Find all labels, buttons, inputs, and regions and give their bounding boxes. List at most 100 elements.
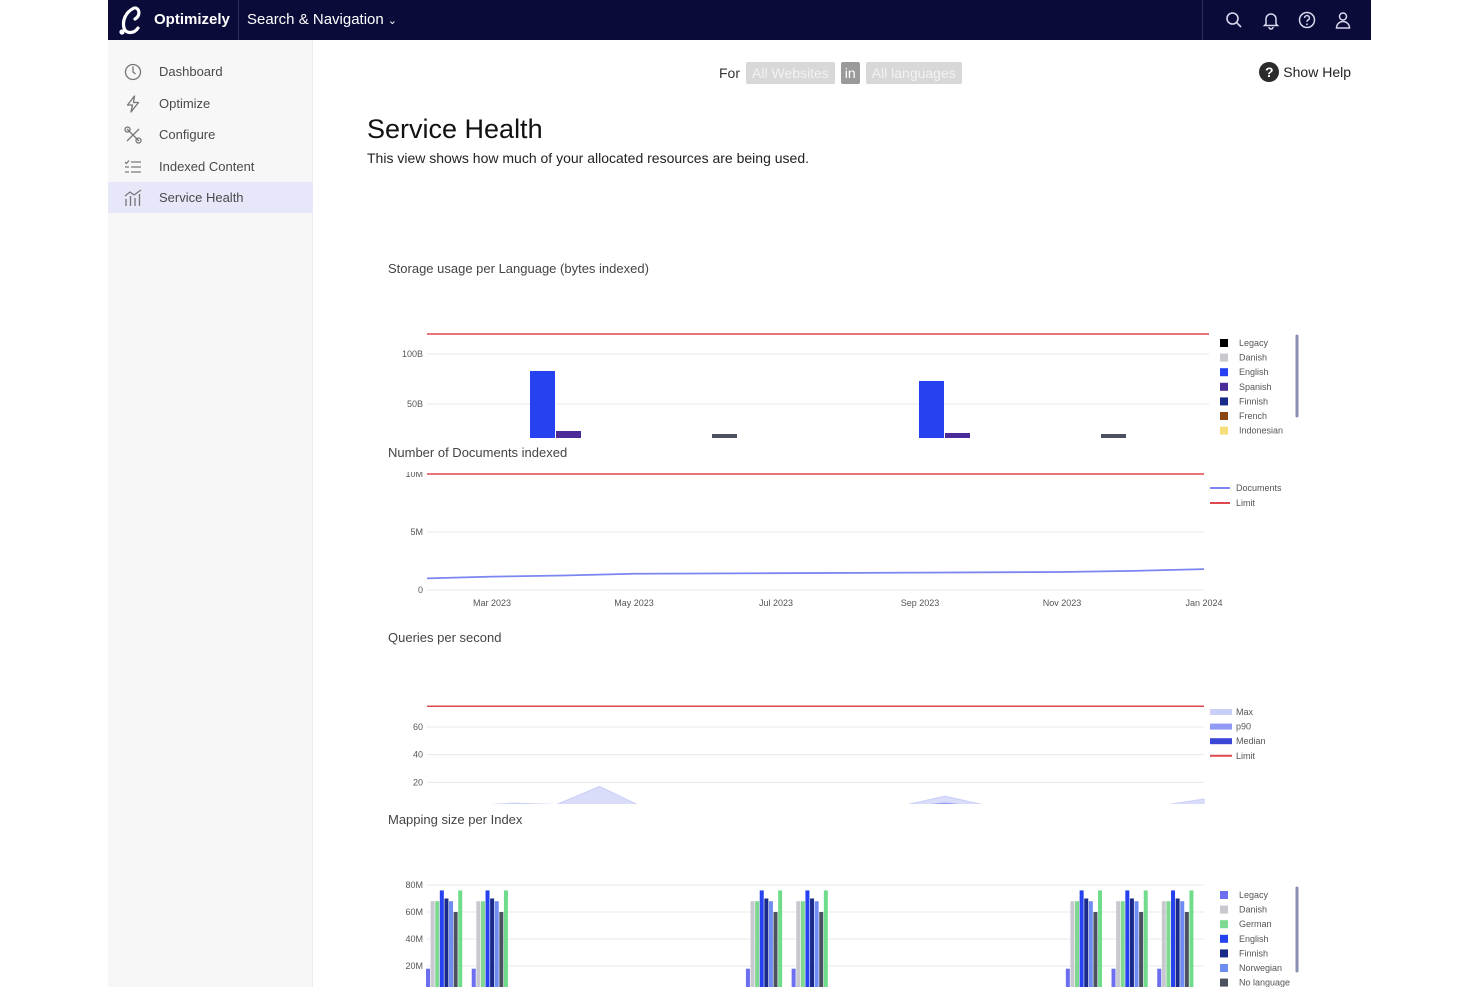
product-switcher[interactable]: Search & Navigation ⌄: [247, 11, 397, 28]
bar: [1098, 890, 1103, 987]
sidebar-item-dashboard[interactable]: Dashboard: [108, 56, 313, 87]
bar: [1079, 890, 1084, 987]
sidebar-item-indexed-content[interactable]: Indexed Content: [108, 151, 313, 182]
sidebar-item-label: Configure: [159, 127, 216, 142]
legend-label: Indonesian: [1239, 426, 1283, 436]
in-label: in: [840, 62, 860, 84]
legend-swatch: [1220, 934, 1228, 943]
bar: [823, 890, 828, 987]
bar: [1101, 434, 1126, 438]
sidebar-item-label: Optimize: [159, 96, 211, 111]
brand-name: Optimizely: [154, 11, 230, 28]
bar: [444, 898, 449, 987]
y-tick-label: 80M: [405, 880, 423, 890]
y-tick-label: 20: [413, 777, 423, 787]
app-window: Optimizely Search & Navigation ⌄: [108, 0, 1371, 987]
bar: [1116, 901, 1121, 987]
bar: [1111, 968, 1116, 987]
bell-icon[interactable]: [1261, 10, 1281, 30]
legend-label: English: [1239, 934, 1269, 944]
bar: [1125, 890, 1130, 987]
bar: [458, 890, 463, 987]
legend-swatch: [1220, 353, 1228, 362]
sidebar-item-optimize[interactable]: Optimize: [108, 88, 313, 119]
product-label: Search & Navigation: [247, 11, 384, 28]
legend-label: French: [1239, 411, 1267, 421]
bar: [476, 901, 481, 987]
bar: [791, 968, 796, 987]
x-tick-label: Mar 2023: [473, 598, 511, 608]
bar: [426, 968, 431, 987]
bar: [764, 898, 769, 987]
x-tick-label: Sep 2023: [901, 598, 940, 608]
x-tick-label: Jan 2024: [1185, 598, 1222, 608]
legend-label: German: [1239, 919, 1272, 929]
chart-title: Storage usage per Language (bytes indexe…: [388, 261, 649, 276]
for-label: For: [719, 65, 740, 81]
y-tick-label: 40: [413, 750, 423, 760]
bar: [471, 968, 476, 987]
y-tick-label: 100B: [402, 349, 423, 359]
legend-label: Median: [1236, 736, 1266, 746]
series-area: [599, 802, 1205, 804]
dashboard-icon: [124, 63, 142, 80]
search-icon[interactable]: [1224, 10, 1244, 30]
topbar-divider: [1202, 0, 1203, 40]
bar: [800, 901, 805, 987]
sidebar-item-configure[interactable]: Configure: [108, 119, 313, 150]
bar: [759, 890, 764, 987]
legend-swatch: [1220, 382, 1228, 391]
legend-swatch: [1210, 709, 1232, 715]
bar: [805, 890, 810, 987]
bar: [810, 898, 815, 987]
show-help-label: Show Help: [1283, 64, 1351, 80]
bar: [1084, 898, 1089, 987]
bar: [480, 901, 485, 987]
legend-label: Danish: [1239, 353, 1267, 363]
legend-label: Norwegian: [1239, 963, 1282, 973]
y-tick-label: 60: [413, 722, 423, 732]
bar: [556, 431, 581, 438]
y-tick-label: 40M: [405, 934, 423, 944]
bar: [435, 901, 440, 987]
legend-label: Documents: [1236, 483, 1282, 493]
bar: [768, 901, 773, 987]
show-help-button[interactable]: ? Show Help: [1259, 62, 1351, 82]
bar: [499, 912, 504, 987]
bar: [750, 901, 755, 987]
bar: [503, 890, 508, 987]
languages-select[interactable]: All languages: [865, 62, 962, 84]
legend-label: Danish: [1239, 905, 1267, 915]
bar: [919, 381, 944, 438]
bar: [814, 901, 819, 987]
legend-swatch: [1220, 964, 1228, 972]
legend-label: Legacy: [1239, 338, 1269, 348]
bar: [1175, 898, 1180, 987]
bar: [745, 968, 750, 987]
series-area: [426, 785, 1205, 804]
bar: [494, 901, 499, 987]
chevron-down-icon: ⌄: [387, 15, 397, 27]
documents-indexed-chart: 0 5M 10M Mar 2023 May 2023 Jul 2023 Sep 2023 No…: [405, 472, 1282, 608]
bar: [1093, 912, 1098, 987]
user-icon[interactable]: [1333, 10, 1353, 30]
bar: [1065, 968, 1070, 987]
storage-usage-chart: 050B100B2023-112023-12LegacyDanishEnglis…: [402, 333, 1299, 438]
sidebar: Dashboard Optimize Configure: [108, 40, 313, 987]
bar: [1088, 901, 1093, 987]
bar: [490, 898, 495, 987]
y-tick-label: 50B: [407, 399, 423, 409]
help-icon[interactable]: [1297, 10, 1317, 30]
bar: [773, 912, 778, 987]
bar: [1070, 901, 1075, 987]
sidebar-item-service-health[interactable]: Service Health: [108, 182, 313, 213]
legend-swatch: [1220, 978, 1228, 987]
mapping-size-chart: 020M40M60M80MJan 142024Jan 16Jan 18Jan 2…: [405, 880, 1299, 987]
sidebar-item-label: Indexed Content: [159, 159, 255, 174]
legend-swatch: [1220, 397, 1228, 406]
optimizely-logo-icon[interactable]: [116, 4, 146, 36]
y-tick-label: 20M: [405, 961, 423, 971]
websites-select[interactable]: All Websites: [746, 62, 835, 84]
top-bar: Optimizely Search & Navigation ⌄: [108, 0, 1371, 40]
legend-label: Legacy: [1239, 890, 1269, 900]
